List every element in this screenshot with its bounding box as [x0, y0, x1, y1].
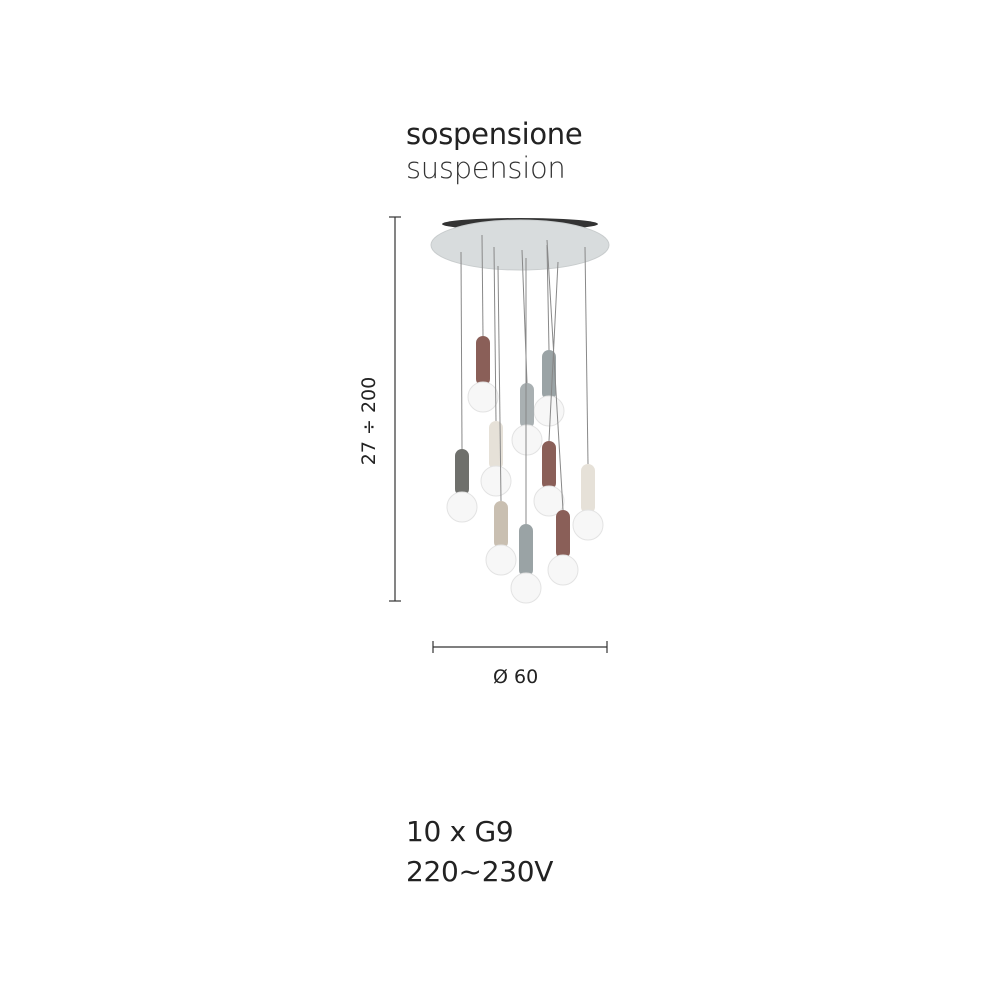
glass-globe — [485, 544, 517, 576]
lamp-shade — [519, 524, 533, 577]
glass-globe — [533, 395, 565, 427]
lamp-shade — [489, 421, 503, 470]
lamp-shade — [542, 441, 556, 490]
cable — [481, 234, 484, 337]
glass-globe — [547, 554, 579, 586]
cable — [493, 246, 497, 422]
glass-globe — [446, 491, 478, 523]
cable — [497, 265, 502, 502]
lamp-shade — [520, 383, 534, 429]
lamp-shade — [556, 510, 570, 559]
glass-globe — [511, 424, 543, 456]
voltage-spec: 220~230V — [406, 855, 554, 888]
pendant-lamp-image — [430, 218, 610, 604]
lamp-shade — [581, 464, 595, 514]
cable — [546, 239, 564, 511]
cable — [460, 251, 463, 450]
glass-globe — [533, 485, 565, 517]
height-dimension-line — [389, 216, 401, 602]
lamp-shade — [494, 501, 508, 549]
cable — [546, 244, 550, 351]
lamp-shade — [476, 336, 490, 386]
glass-globe — [572, 509, 604, 541]
title-english: suspension — [406, 151, 566, 185]
bulb-spec: 10 x G9 — [406, 815, 514, 848]
diameter-dimension-line — [432, 641, 608, 653]
glass-globe — [480, 465, 512, 497]
title-italian: sospensione — [406, 117, 583, 151]
glass-globe — [467, 381, 499, 413]
diameter-dimension-label: Ø 60 — [493, 666, 539, 688]
canopy — [430, 219, 610, 271]
glass-globe — [510, 572, 542, 604]
height-dimension-label: 27 ÷ 200 — [358, 376, 380, 466]
cable — [584, 246, 589, 465]
lamp-shade — [455, 449, 469, 496]
